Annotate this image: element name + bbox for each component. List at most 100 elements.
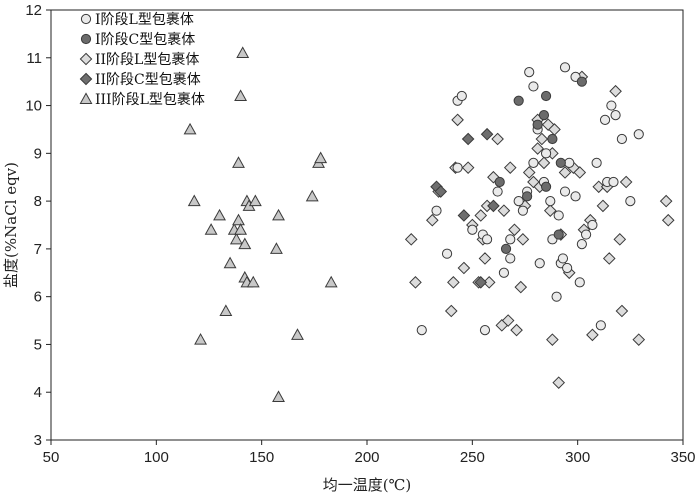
data-point — [528, 81, 539, 92]
data-point — [272, 390, 285, 402]
data-point — [234, 223, 248, 235]
x-tick-label: 350 — [670, 449, 695, 466]
legend-label: III阶段L型包裹体 — [95, 92, 205, 108]
data-point — [615, 304, 629, 318]
legend-label: II阶段C型包裹体 — [95, 72, 201, 88]
data-point — [592, 180, 606, 194]
data-point — [573, 166, 587, 179]
legend-label: I阶段L型包裹体 — [95, 12, 194, 28]
data-point — [232, 213, 245, 226]
y-tick-label: 6 — [34, 289, 42, 306]
data-point — [457, 209, 471, 222]
data-point — [538, 110, 550, 121]
legend-marker — [79, 92, 93, 104]
y-tick-label: 5 — [34, 336, 42, 353]
data-point — [632, 333, 646, 346]
data-point — [213, 208, 226, 221]
data-point — [613, 233, 627, 246]
legend-marker — [79, 72, 93, 86]
data-point — [183, 122, 197, 135]
data-point — [232, 156, 245, 168]
y-tick-label: 8 — [34, 193, 42, 210]
data-point — [513, 196, 524, 207]
data-point — [441, 248, 453, 259]
data-point — [531, 142, 544, 155]
data-point — [467, 224, 478, 235]
data-point — [574, 277, 585, 288]
data-point — [564, 157, 575, 168]
y-tick-label: 10 — [25, 98, 42, 115]
data-point — [447, 276, 460, 289]
data-point — [522, 166, 536, 179]
data-point — [547, 133, 558, 145]
data-point — [558, 166, 572, 179]
data-point — [552, 376, 566, 389]
data-point — [501, 314, 515, 327]
data-point — [479, 325, 491, 336]
data-point — [272, 208, 285, 221]
legend-marker — [80, 13, 92, 25]
legend-item: II阶段C型包裹体 — [79, 72, 201, 88]
data-point — [248, 194, 262, 207]
data-point — [546, 333, 559, 346]
legend-marker — [80, 33, 92, 45]
legend-marker — [79, 52, 93, 66]
data-point — [516, 233, 530, 246]
data-point — [461, 132, 475, 146]
data-point — [609, 84, 622, 98]
data-point — [404, 233, 418, 246]
data-point — [194, 333, 208, 345]
data-point — [305, 189, 319, 202]
data-point — [238, 237, 252, 250]
series-circle-1 — [494, 76, 587, 254]
x-axis-title: 均一温度(℃) — [323, 476, 411, 494]
data-point — [456, 90, 467, 102]
y-tick-label: 7 — [34, 241, 42, 258]
data-point — [557, 253, 569, 264]
data-point — [553, 229, 564, 240]
y-tick-label: 4 — [34, 384, 42, 401]
data-point — [314, 151, 328, 164]
data-point — [434, 185, 448, 198]
data-point — [474, 276, 488, 289]
data-point — [234, 89, 248, 101]
data-point — [540, 90, 552, 102]
data-point — [409, 276, 422, 289]
data-point — [187, 194, 201, 207]
data-point — [425, 213, 439, 227]
data-point — [540, 181, 552, 192]
data-point — [602, 252, 616, 265]
data-point — [551, 291, 562, 302]
legend-item: III阶段L型包裹体 — [79, 92, 205, 108]
data-point — [478, 252, 492, 265]
data-point — [587, 219, 598, 231]
data-point — [661, 213, 675, 227]
data-point — [608, 176, 619, 188]
data-point — [559, 186, 571, 197]
data-point — [498, 267, 510, 278]
data-point — [545, 196, 556, 207]
data-point — [494, 176, 505, 188]
data-point — [659, 194, 673, 208]
data-point — [537, 156, 551, 170]
data-point — [633, 129, 644, 140]
data-point — [451, 113, 464, 127]
data-point — [535, 132, 549, 146]
y-axis-title: 盐度(%NaCl eqv) — [2, 162, 20, 288]
data-point — [580, 229, 592, 240]
data-point — [492, 186, 503, 197]
data-point — [461, 161, 475, 174]
data-point — [576, 239, 587, 250]
data-point — [444, 304, 458, 318]
legend-label: II阶段L型包裹体 — [95, 52, 199, 68]
x-tick-label: 100 — [144, 449, 169, 466]
data-point — [524, 67, 535, 78]
data-point — [543, 204, 557, 217]
data-point — [487, 199, 500, 213]
axis-ticks: 50 100 150 200 250 300 350 3 4 5 6 7 8 9 10 11 12 — [25, 2, 695, 466]
legend-item: I阶段L型包裹体 — [80, 12, 194, 28]
data-point — [532, 119, 543, 130]
data-point — [508, 223, 521, 237]
data-point — [514, 280, 528, 294]
